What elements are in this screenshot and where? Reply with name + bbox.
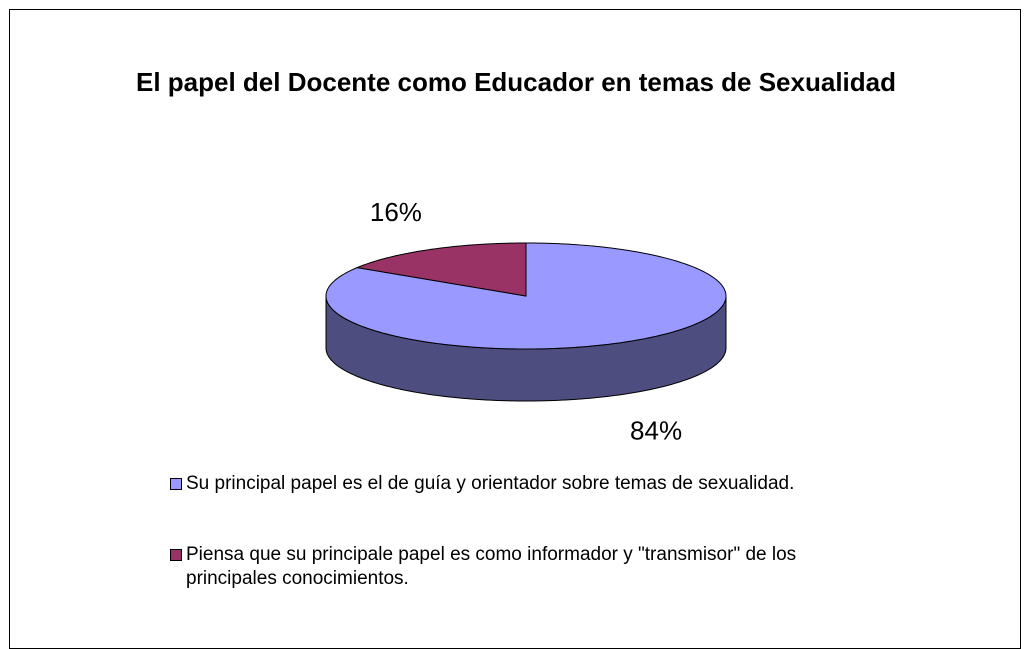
legend-entry: Su principal papel es el de guía y orien… — [168, 472, 868, 496]
chart-title: El papel del Docente como Educador en te… — [136, 67, 896, 97]
data-label: 84% — [630, 416, 682, 446]
page: El papel del Docente como Educador en te… — [9, 9, 1021, 649]
legend-label: Su principal papel es el de guía y orien… — [186, 473, 795, 494]
legend-label: Piensa que su principale papel es como i… — [186, 544, 797, 589]
chart: 84% 16% — [325, 197, 727, 446]
data-label: 16% — [370, 197, 422, 227]
legend-entry: Piensa que su principale papel es como i… — [168, 543, 868, 591]
legend-swatch — [170, 549, 182, 561]
pie-slice — [355, 242, 527, 297]
legend-swatch — [170, 478, 182, 490]
